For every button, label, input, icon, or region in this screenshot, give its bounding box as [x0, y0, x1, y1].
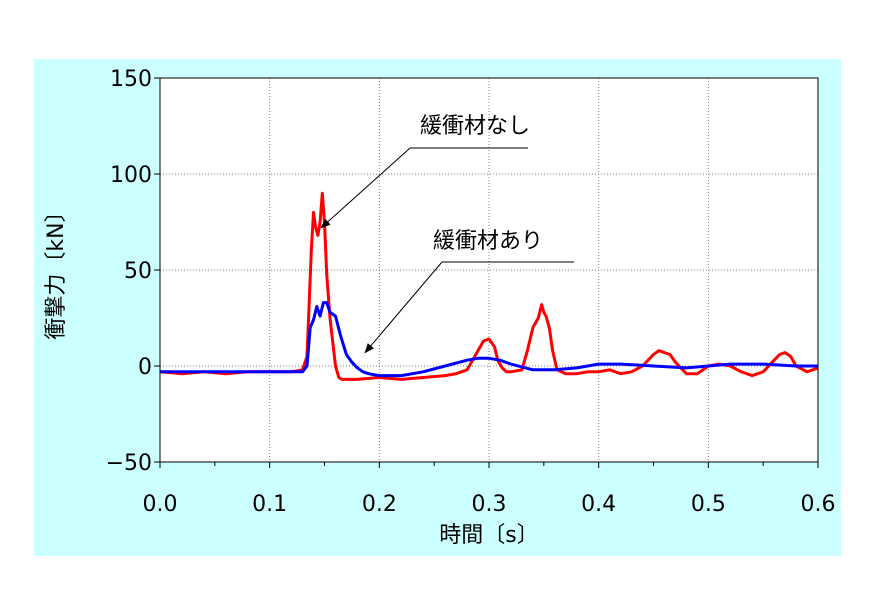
x-tick-label: 0.1 — [252, 492, 287, 517]
y-tick-label: 50 — [124, 259, 152, 284]
grid-lines — [160, 78, 818, 462]
y-tick-label: −50 — [106, 451, 152, 476]
x-tick-label: 0.2 — [362, 492, 397, 517]
x-axis-title: 時間〔s〕 — [439, 523, 538, 548]
y-tick-label: 0 — [138, 355, 152, 380]
annotation-label: 緩衝材なし — [420, 114, 530, 139]
series-line-1 — [160, 301, 818, 378]
series-layer — [159, 191, 819, 381]
annotation-arrow — [364, 261, 443, 354]
series-line-0 — [159, 191, 819, 381]
y-tick-label: 150 — [110, 67, 152, 92]
x-tick-label: 0.5 — [691, 492, 726, 517]
x-tick-label: 0.0 — [143, 492, 178, 517]
tick-marks: 0.0 0.1 0.2 0.3 0.4 0.5 0.6 150 100 50 0 −50 — [106, 67, 836, 517]
x-tick-label: 0.4 — [581, 492, 616, 517]
annotation-label: 緩衝材あり — [433, 229, 543, 254]
x-tick-label: 0.3 — [472, 492, 507, 517]
y-axis-title: 衝撃力〔kN〕 — [44, 200, 69, 339]
x-tick-label: 0.6 — [801, 492, 836, 517]
annotation-arrow — [320, 147, 411, 229]
y-tick-label: 100 — [110, 163, 152, 188]
